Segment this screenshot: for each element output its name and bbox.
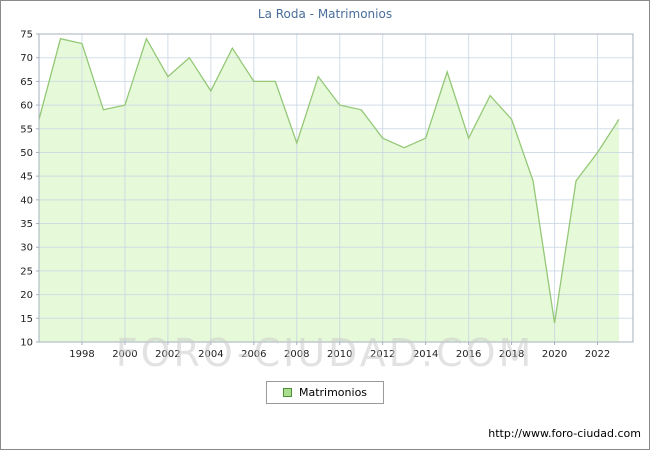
x-tick-label: 2000 [112,349,137,360]
x-tick-label: 2002 [155,349,180,360]
legend-label: Matrimonios [298,386,368,399]
y-tick-label: 65 [20,77,33,88]
x-tick-label: 2014 [413,349,438,360]
y-tick-label: 40 [20,195,33,206]
x-tick-label: 2012 [370,349,395,360]
y-tick-label: 35 [20,219,33,230]
x-tick-label: 2004 [198,349,223,360]
y-tick-label: 60 [20,101,33,112]
x-tick-label: 2006 [241,349,266,360]
x-tick-label: 2010 [327,349,352,360]
area-series [39,38,619,342]
y-tick-label: 75 [20,30,33,41]
series-line [38,37,620,324]
x-tick-label: 1998 [69,349,94,360]
x-tick-label: 2018 [499,349,524,360]
y-tick-label: 15 [20,314,33,325]
y-tick-label: 70 [20,53,33,64]
legend-swatch-matrimonios [282,388,292,397]
x-tick-label: 2016 [456,349,481,360]
y-tick-label: 45 [20,172,33,183]
y-tick-label: 20 [20,290,33,301]
legend: Matrimonios [265,381,385,404]
plot-frame [38,33,634,343]
y-tick-label: 55 [20,124,33,135]
x-tick-label: 2020 [542,349,567,360]
y-tick-label: 10 [20,338,33,349]
y-tick-label: 25 [20,266,33,277]
chart-title: La Roda - Matrimonios [257,7,393,21]
footer-url[interactable]: http://www.foro-ciudad.com [488,427,641,440]
y-tick-label: 30 [20,243,33,254]
x-tick-label: 2022 [585,349,610,360]
y-tick-label: 50 [20,148,33,159]
watermark: FORO-CIUDAD.COM [115,331,535,375]
x-tick-label: 2008 [284,349,309,360]
